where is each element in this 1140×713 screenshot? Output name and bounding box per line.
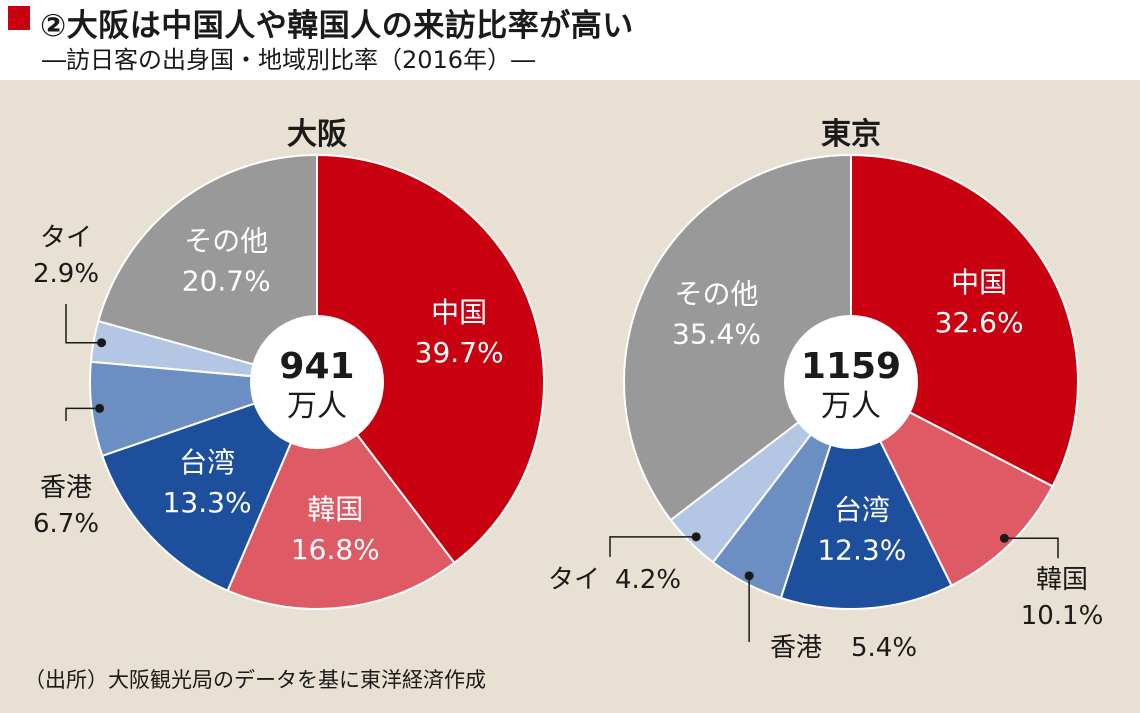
slice-value-korea: 16.8%: [291, 533, 380, 566]
center-circle: [784, 315, 918, 449]
pie-slice-korea: [226, 380, 456, 610]
pie-chart-1: [609, 153, 1079, 642]
leader-line-thailand: [65, 304, 102, 344]
total-unit: 万人: [287, 389, 347, 424]
slice-name-china: 中国: [431, 296, 487, 329]
chart-title: 大阪: [287, 117, 347, 152]
pie-slice-other: [623, 153, 852, 522]
leader-line-korea: [1004, 537, 1059, 559]
header: ②大阪は中国人や韓国人の来訪比率が高い ―訪日客の出身国・地域別比率（2016年…: [0, 0, 1140, 78]
total-value: 1159: [801, 346, 901, 387]
slice-value-china: 39.7%: [415, 336, 504, 369]
slice-value-korea: 10.1%: [1021, 601, 1104, 631]
chart-panel: 941 万人 大阪 中国 39.7% 韓国 16.8% 台湾 13.3% 香港 6.7% タイ 2.9%…: [0, 80, 1140, 713]
slice-value-other: 20.7%: [182, 265, 271, 298]
leader-line-thailand: [609, 536, 697, 557]
slice-value-taiwan: 12.3%: [817, 534, 906, 567]
pie-charts: 941万人大阪中国39.7%韓国16.8%台湾13.3%香港6.7%タイ2.9%…: [33, 117, 1104, 663]
source-note: （出所）大阪観光局のデータを基に東洋経済作成: [24, 668, 486, 692]
slice-name-korea: 韓国: [307, 493, 363, 526]
pie-slice-taiwan: [779, 379, 953, 610]
slice-value-china: 32.6%: [935, 306, 1024, 339]
slice-name-thailand: タイ: [40, 223, 92, 253]
slice-name-korea: 韓国: [1036, 565, 1088, 595]
pie-chart-0: [65, 153, 546, 610]
leader-line-hongkong: [65, 407, 100, 421]
title-marker: [8, 6, 30, 30]
slice-name-other: その他: [184, 225, 268, 258]
slice-name-hongkong: 香港: [770, 633, 822, 663]
page-title: ②大阪は中国人や韓国人の来訪比率が高い: [40, 8, 634, 44]
center-circle: [250, 315, 384, 449]
slice-value-hongkong: 5.4%: [851, 633, 917, 663]
slice-name-other: その他: [674, 278, 758, 311]
slice-value-other: 35.4%: [672, 318, 761, 351]
page-subtitle: ―訪日客の出身国・地域別比率（2016年）―: [42, 46, 536, 74]
pie-slice-other: [97, 153, 318, 384]
slice-name-hongkong: 香港: [40, 473, 92, 503]
total-value: 941: [279, 346, 354, 387]
slice-value-thailand: 2.9%: [33, 259, 99, 289]
slice-name-taiwan: 台湾: [834, 494, 890, 527]
slice-value-taiwan: 13.3%: [163, 486, 252, 519]
pie-slice-china: [316, 153, 546, 565]
slice-name-taiwan: 台湾: [179, 446, 235, 479]
slice-value-hongkong: 6.7%: [33, 509, 99, 539]
chart-title: 東京: [821, 117, 881, 152]
pie-slice-taiwan: [101, 380, 319, 592]
slice-name-thailand: タイ: [548, 565, 600, 595]
slice-name-china: 中国: [951, 266, 1007, 299]
slice-value-thailand: 4.2%: [615, 565, 681, 595]
total-unit: 万人: [821, 389, 881, 424]
